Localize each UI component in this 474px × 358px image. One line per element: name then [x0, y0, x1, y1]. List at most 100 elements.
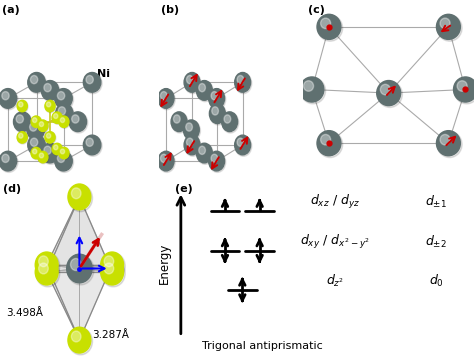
Circle shape — [52, 144, 63, 156]
Circle shape — [52, 112, 63, 124]
Circle shape — [318, 15, 343, 41]
Circle shape — [31, 147, 41, 159]
Circle shape — [318, 131, 343, 158]
Circle shape — [59, 116, 69, 127]
Circle shape — [84, 73, 102, 94]
Circle shape — [42, 81, 60, 102]
Circle shape — [184, 72, 200, 92]
Circle shape — [104, 263, 114, 274]
Circle shape — [101, 260, 125, 287]
Circle shape — [184, 73, 201, 94]
Text: $d_{\pm1}$: $d_{\pm1}$ — [425, 194, 447, 210]
Circle shape — [437, 14, 460, 39]
Circle shape — [55, 89, 73, 110]
Circle shape — [17, 100, 27, 112]
Circle shape — [457, 81, 467, 91]
Circle shape — [158, 151, 174, 171]
Circle shape — [39, 153, 44, 158]
Text: (b): (b) — [161, 5, 179, 15]
Circle shape — [44, 146, 51, 154]
Circle shape — [58, 107, 65, 115]
Circle shape — [30, 138, 38, 146]
Circle shape — [52, 143, 62, 155]
Circle shape — [209, 88, 225, 108]
Circle shape — [209, 151, 225, 171]
Circle shape — [72, 188, 81, 199]
Circle shape — [377, 81, 402, 107]
Text: S: S — [27, 76, 35, 86]
Circle shape — [317, 131, 341, 156]
Circle shape — [35, 252, 58, 278]
Circle shape — [41, 81, 59, 100]
Circle shape — [161, 154, 167, 163]
Circle shape — [59, 147, 69, 159]
Circle shape — [211, 154, 218, 163]
Circle shape — [41, 143, 59, 163]
Circle shape — [184, 135, 200, 155]
Polygon shape — [46, 265, 112, 340]
Circle shape — [28, 136, 46, 156]
Text: (e): (e) — [174, 184, 192, 194]
Circle shape — [196, 81, 212, 100]
Text: $d_{\pm2}$: $d_{\pm2}$ — [425, 234, 447, 250]
Circle shape — [437, 131, 460, 156]
Circle shape — [199, 83, 205, 92]
Text: Trigonal antiprismatic: Trigonal antiprismatic — [202, 341, 323, 351]
Circle shape — [301, 78, 326, 104]
Circle shape — [13, 112, 31, 131]
Circle shape — [209, 89, 226, 110]
Circle shape — [55, 151, 72, 171]
Circle shape — [83, 72, 101, 92]
Circle shape — [210, 104, 227, 125]
Circle shape — [67, 255, 94, 285]
Circle shape — [14, 112, 32, 133]
Circle shape — [55, 104, 73, 124]
Circle shape — [171, 112, 187, 131]
Polygon shape — [46, 197, 112, 272]
Circle shape — [72, 115, 79, 123]
Circle shape — [39, 256, 48, 267]
Text: Energy: Energy — [158, 242, 171, 284]
Circle shape — [16, 115, 23, 123]
Circle shape — [320, 18, 331, 29]
Circle shape — [55, 152, 73, 173]
Text: $d_{z^2}$: $d_{z^2}$ — [326, 273, 345, 289]
Circle shape — [68, 184, 91, 210]
Circle shape — [303, 81, 314, 91]
Circle shape — [237, 138, 244, 146]
Polygon shape — [46, 265, 112, 340]
Polygon shape — [46, 197, 112, 272]
Circle shape — [86, 138, 93, 146]
Circle shape — [0, 88, 17, 108]
Circle shape — [222, 112, 237, 131]
Circle shape — [39, 263, 48, 274]
Circle shape — [235, 136, 252, 156]
Circle shape — [380, 84, 391, 95]
Circle shape — [31, 116, 41, 127]
Circle shape — [36, 253, 60, 280]
Circle shape — [183, 120, 199, 140]
Circle shape — [27, 120, 46, 141]
Circle shape — [57, 92, 65, 100]
Circle shape — [27, 120, 45, 140]
Circle shape — [44, 83, 51, 92]
Circle shape — [69, 328, 92, 355]
Circle shape — [158, 152, 175, 173]
Circle shape — [46, 102, 51, 107]
Circle shape — [33, 149, 37, 154]
Circle shape — [70, 112, 88, 133]
Text: (c): (c) — [309, 5, 325, 15]
Circle shape — [31, 116, 42, 128]
Circle shape — [209, 152, 226, 173]
Text: (a): (a) — [2, 5, 20, 15]
Circle shape — [52, 112, 62, 124]
Circle shape — [2, 154, 9, 163]
Circle shape — [186, 138, 193, 146]
Circle shape — [186, 76, 193, 84]
Circle shape — [210, 104, 225, 124]
Circle shape — [235, 72, 251, 92]
Circle shape — [71, 258, 81, 271]
Circle shape — [100, 252, 124, 278]
Circle shape — [38, 120, 48, 131]
Circle shape — [36, 260, 60, 287]
